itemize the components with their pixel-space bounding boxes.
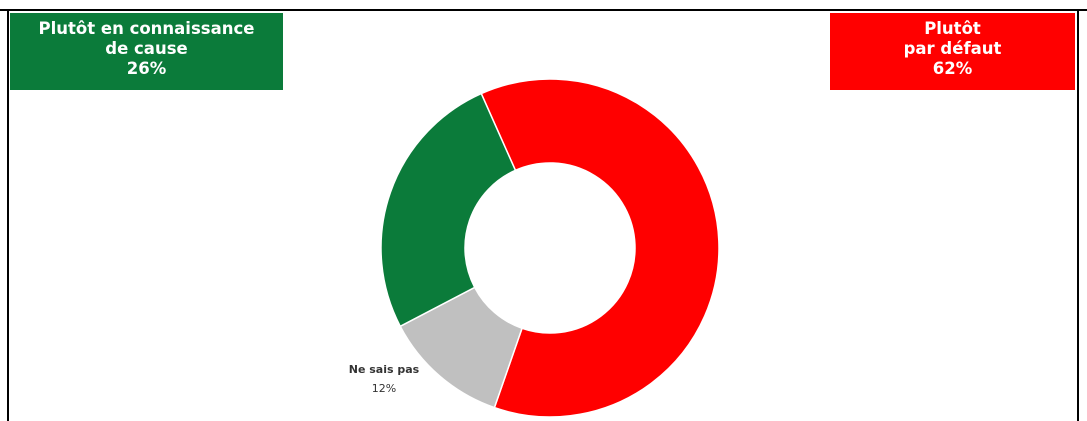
frame-right-border <box>1077 9 1079 421</box>
donut-slices <box>380 78 720 418</box>
frame-top-border <box>0 9 1087 11</box>
callout-par-defaut: Plutôt par défaut 62% <box>830 13 1075 90</box>
small-callout-percent: 12% <box>372 382 396 395</box>
frame-left-border <box>7 9 9 421</box>
callout-left-line-2: de cause <box>105 39 188 58</box>
callout-right-percent: 62% <box>932 59 973 78</box>
callout-left-percent: 26% <box>126 59 167 78</box>
donut-slice-2 <box>380 92 517 328</box>
callout-right-line-1: Plutôt <box>924 19 981 38</box>
callout-connaissance-de-cause: Plutôt en connaissance de cause 26% <box>10 13 283 90</box>
donut-slice-0 <box>480 78 720 418</box>
callout-left-line-1: Plutôt en connaissance <box>38 19 255 38</box>
small-callout-label: Ne sais pas <box>349 363 420 376</box>
callout-right-line-2: par défaut <box>903 39 1002 58</box>
